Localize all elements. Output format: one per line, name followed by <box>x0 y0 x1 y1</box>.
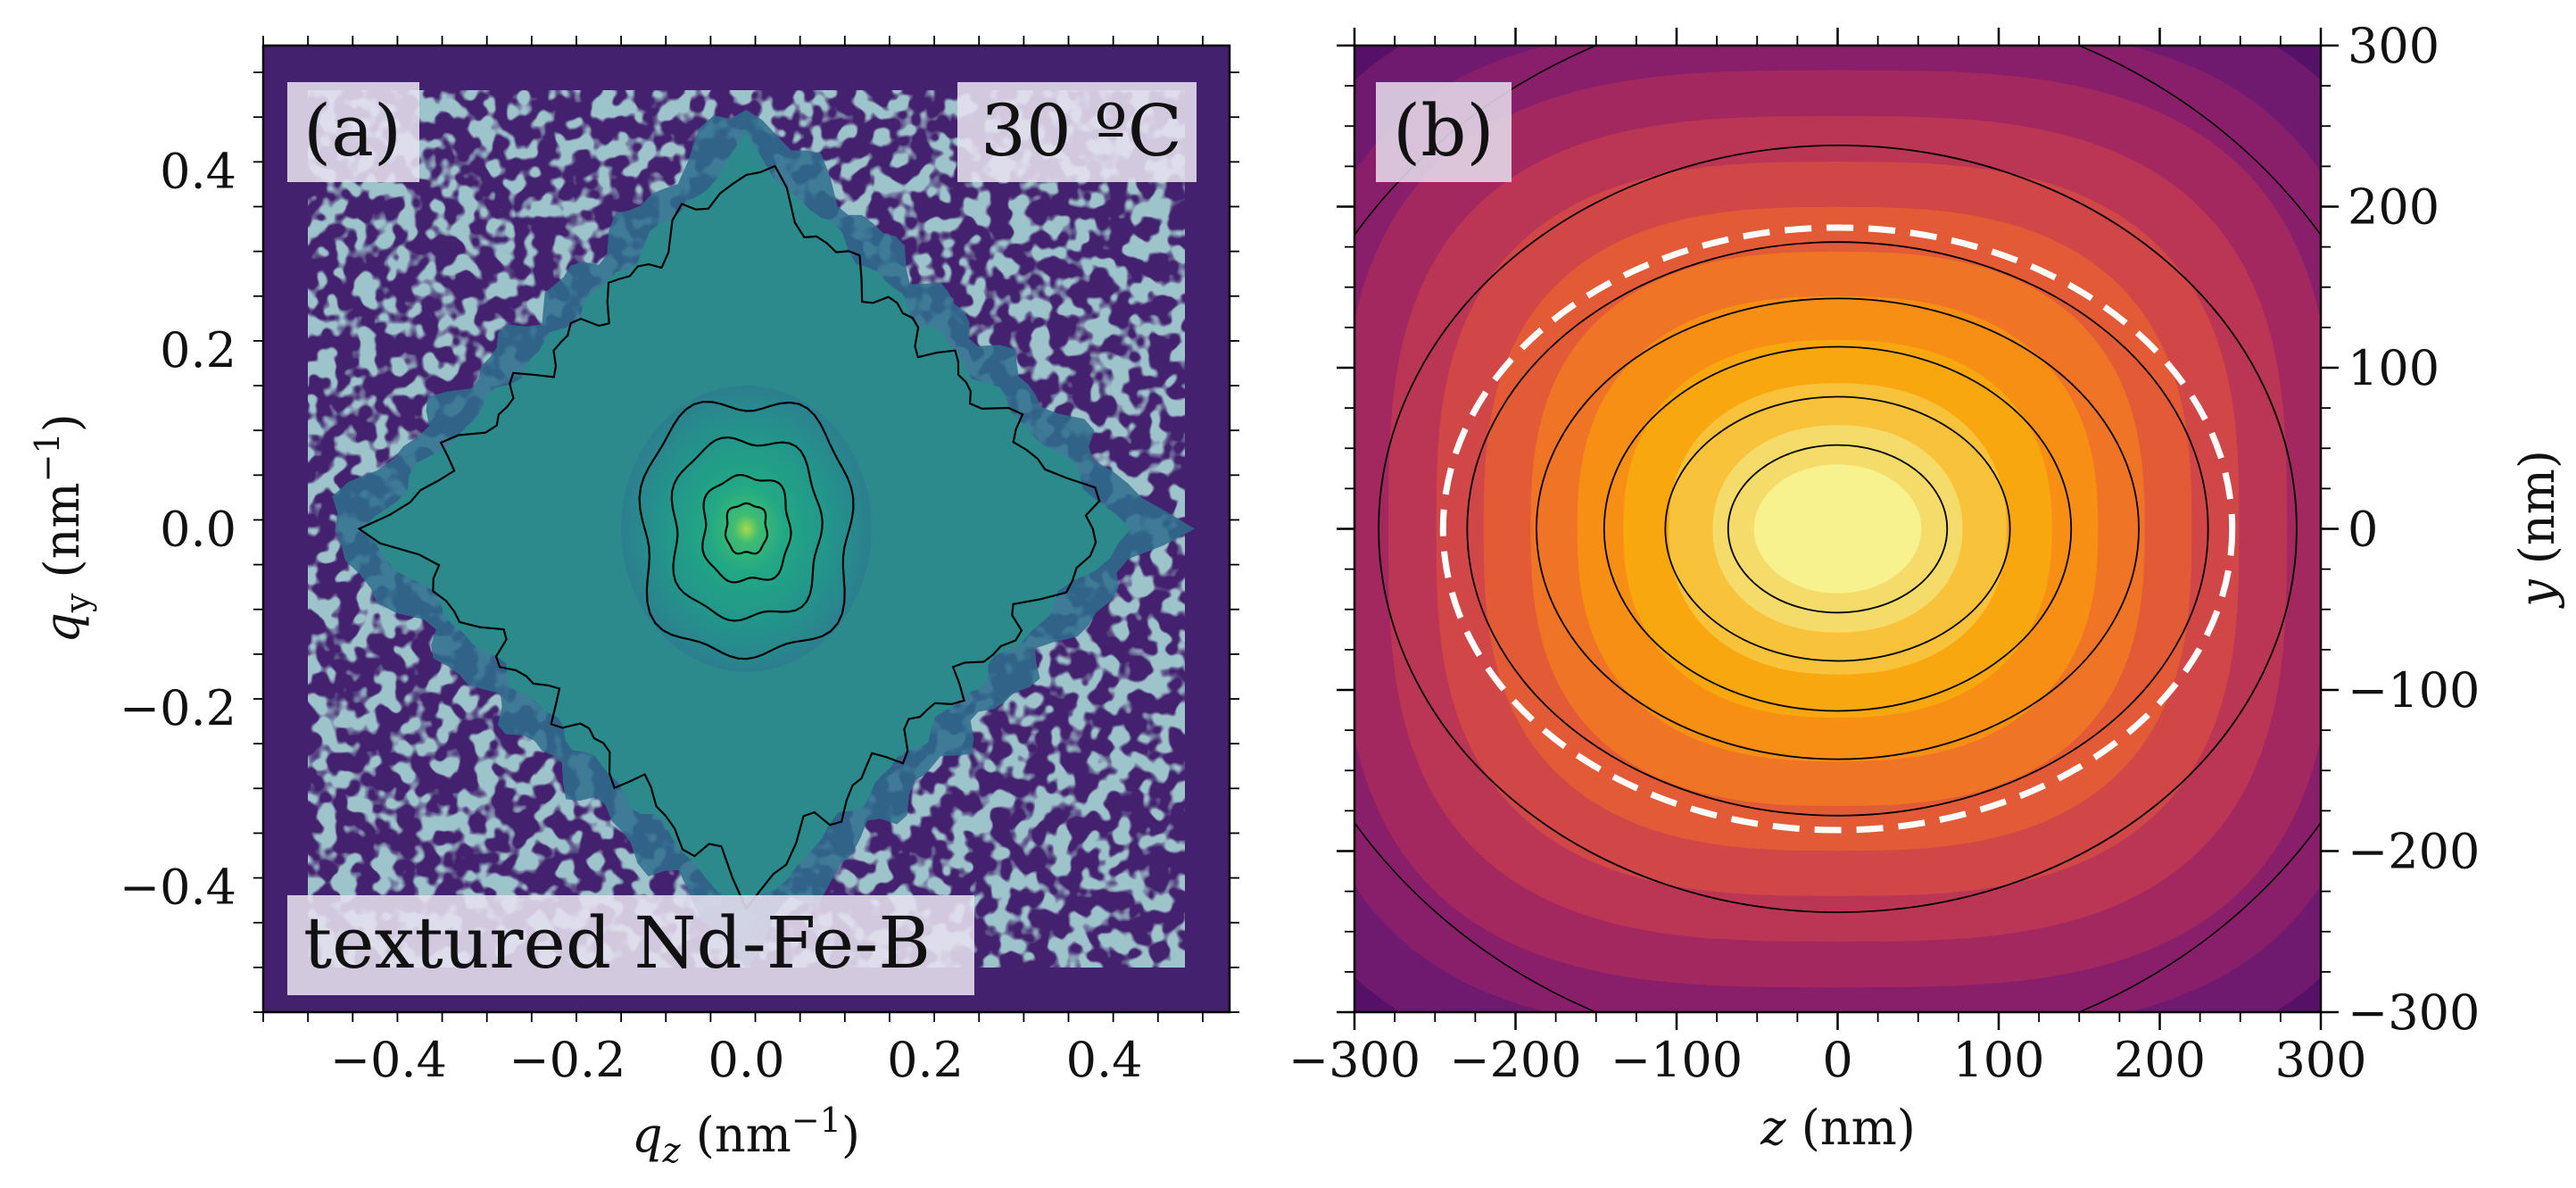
panel-b-x-axis-title: z (nm) <box>1760 1100 1916 1156</box>
y-tick-label: 0 <box>2348 502 2378 558</box>
panel-a-ticks <box>253 36 1239 1022</box>
sample-label-box <box>287 895 974 995</box>
panel-b-y-axis-title: y (nm) <box>2509 450 2565 609</box>
x-tick-label: 0.0 <box>708 1032 785 1088</box>
panel-b-label-box <box>1376 82 1512 182</box>
temperature-label-box <box>957 82 1197 182</box>
panel-a-label: (a) <box>303 89 402 172</box>
y-tick-label: 0.2 <box>160 322 236 378</box>
panel-a-contours <box>638 401 855 660</box>
y-tick-label: 300 <box>2348 18 2439 74</box>
y-tick-label: −0.4 <box>120 860 236 916</box>
x-tick-label: −0.4 <box>330 1032 447 1088</box>
x-tick-label: 0 <box>1822 1032 1852 1088</box>
panel-b-band <box>1753 464 1922 594</box>
panel-b-x-tick-labels: −300 −200 −100 0 100 200 300 <box>1288 1032 2367 1088</box>
y-tick-label: 100 <box>2348 340 2439 396</box>
x-tick-label: −300 <box>1288 1032 1421 1088</box>
x-tick-label: −200 <box>1449 1032 1581 1088</box>
panel-b-image <box>1354 46 2321 1012</box>
y-tick-label: 200 <box>2348 179 2439 236</box>
panel-b-contour-line <box>1664 395 2011 662</box>
panel-b-contours <box>1354 46 2321 1012</box>
panel-a-contour-line <box>701 473 792 584</box>
x-tick-label: 200 <box>2114 1032 2206 1088</box>
y-tick-label: −200 <box>2348 824 2480 880</box>
x-tick-label: 100 <box>1952 1032 2044 1088</box>
panel-b-filled-contours <box>1354 46 2321 1012</box>
y-tick-label: 0.4 <box>160 143 236 199</box>
panel-b-ticks <box>1337 28 2339 1030</box>
y-tick-label: −100 <box>2348 662 2480 719</box>
panel-a-contour-line <box>670 436 824 622</box>
panel-a-y-axis-title: qy (nm−1) <box>28 413 97 643</box>
panel-b-contour-line <box>1727 444 1949 614</box>
panel-a-image <box>263 46 1230 1012</box>
x-tick-label: −100 <box>1611 1032 1743 1088</box>
temperature-label: 30 ºC <box>981 89 1182 172</box>
panel-b-label: (b) <box>1393 89 1495 172</box>
panel-a: −0.4 −0.2 0.0 0.2 0.4 −0.4−0.20.00.20.4 (a) … <box>28 36 1239 1170</box>
panel-b-contour-line <box>1466 241 2209 817</box>
panel-b-contour-line <box>1536 297 2140 760</box>
panel-b-contour-line <box>1603 345 2073 712</box>
panel-a-x-tick-labels: −0.4 −0.2 0.0 0.2 0.4 <box>330 1032 1143 1088</box>
panel-a-diamond-contour <box>357 164 1101 911</box>
y-tick-label: −300 <box>2348 984 2480 1041</box>
sample-label: textured Nd-Fe-B <box>303 901 931 984</box>
panel-a-contour-line <box>638 401 855 660</box>
panel-a-label-box <box>287 82 419 182</box>
x-tick-label: −0.2 <box>509 1032 625 1088</box>
x-tick-label: 0.4 <box>1066 1032 1143 1088</box>
y-tick-label: −0.2 <box>120 680 236 736</box>
y-tick-label: 0.0 <box>160 502 236 558</box>
panel-a-x-axis-title: qz (nm−1) <box>632 1101 860 1170</box>
panel-b-dashed-ellipse <box>1439 224 2236 834</box>
panel-b: −300 −200 −100 0 100 200 300 −300 −200 −100 0 100 2… <box>1288 18 2565 1156</box>
panel-a-frame <box>261 44 1231 1014</box>
panel-a-y-tick-labels: −0.4 −0.2 0.0 0.2 0.4 <box>120 143 236 915</box>
x-tick-label: 0.2 <box>887 1032 964 1088</box>
panel-b-contour-line <box>1378 145 2298 913</box>
panel-a-contour-line <box>724 502 769 555</box>
panel-a-central-peak <box>621 386 872 672</box>
panel-b-y-tick-labels: −300 −200 −100 0 100 200 300 <box>2348 18 2480 1041</box>
x-tick-label: 300 <box>2274 1032 2366 1088</box>
